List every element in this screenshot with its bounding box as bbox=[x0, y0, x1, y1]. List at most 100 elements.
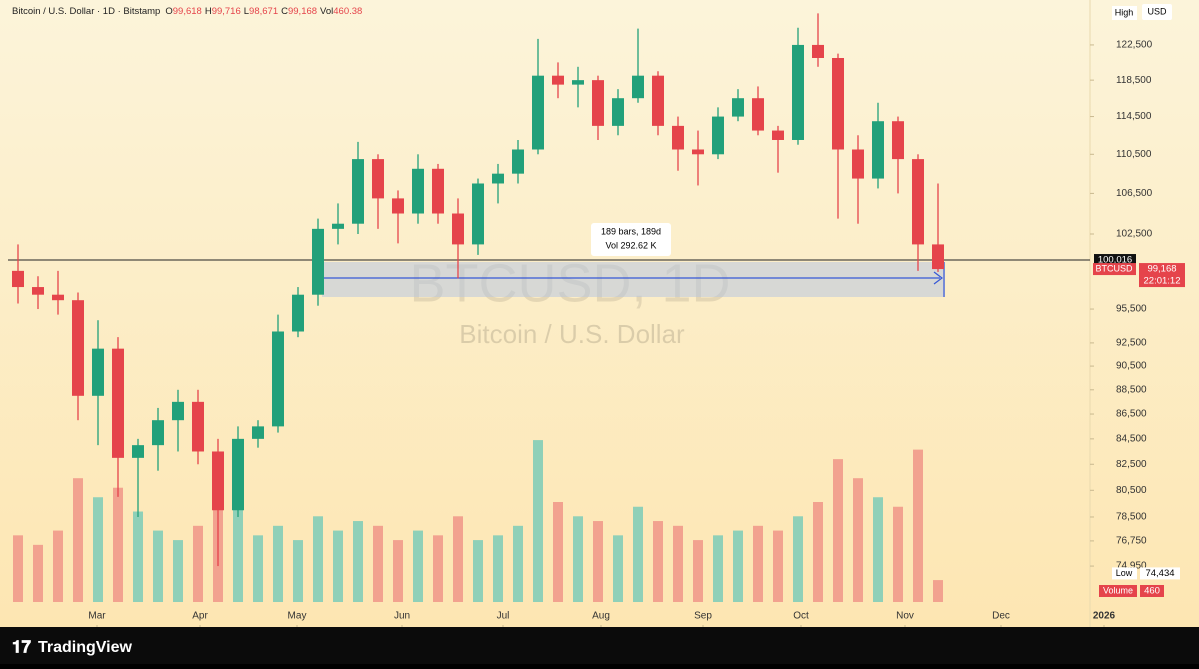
volume-bar bbox=[133, 511, 143, 602]
candle-body bbox=[252, 426, 264, 439]
candle-body bbox=[312, 228, 324, 295]
volume-bar bbox=[113, 487, 123, 602]
x-tick-label: Jun bbox=[394, 611, 410, 622]
volume-tag-box bbox=[1099, 585, 1137, 597]
candle-body bbox=[72, 300, 84, 396]
candle-body bbox=[212, 451, 224, 511]
candle-body bbox=[332, 223, 344, 229]
candle-body bbox=[732, 98, 744, 117]
last-price-tag bbox=[1139, 263, 1185, 288]
header-text: Bitcoin / U.S. Dollar · 1D · Bitstamp O99… bbox=[12, 6, 362, 17]
price-line-label: 100,016 bbox=[1098, 255, 1132, 266]
volume-bar bbox=[633, 506, 643, 602]
candle-body bbox=[812, 44, 824, 58]
header-part: 99,168 bbox=[288, 6, 317, 17]
candle-body bbox=[412, 168, 424, 214]
candle-body bbox=[592, 80, 604, 126]
volume-bar bbox=[193, 525, 203, 602]
candle-body bbox=[452, 213, 464, 245]
y-tick-label: 88,500 bbox=[1116, 384, 1147, 395]
header-part: 99,618 bbox=[173, 6, 202, 17]
x-tick-label: Oct bbox=[793, 611, 809, 622]
volume-bar bbox=[173, 540, 183, 602]
low-tag: Low bbox=[1116, 568, 1133, 578]
candle-body bbox=[612, 98, 624, 126]
header-part: H bbox=[205, 6, 212, 17]
y-tick-label: 110,500 bbox=[1116, 149, 1152, 160]
header-part: Bitcoin / U.S. Dollar · 1D · Bitstamp bbox=[12, 6, 160, 17]
volume-value: 460 bbox=[1144, 586, 1160, 597]
volume-bar bbox=[733, 530, 743, 602]
candle-body bbox=[572, 80, 584, 85]
candle-body bbox=[372, 159, 384, 199]
y-tick-label: 95,500 bbox=[1116, 304, 1147, 315]
volume-bar bbox=[753, 525, 763, 602]
candle-body bbox=[12, 270, 24, 288]
header-part: 99,716 bbox=[212, 6, 241, 17]
candle-body bbox=[652, 75, 664, 126]
volume-tag: Volume bbox=[1103, 585, 1133, 595]
volume-bar bbox=[513, 525, 523, 602]
volume-bar bbox=[553, 502, 563, 602]
volume-bar bbox=[273, 525, 283, 602]
y-tick-label: 82,500 bbox=[1116, 459, 1147, 470]
x-tick-label: Mar bbox=[88, 611, 106, 622]
volume-bar bbox=[413, 530, 423, 602]
volume-bar bbox=[313, 516, 323, 602]
volume-bar bbox=[13, 535, 23, 602]
x-tick-label: Aug bbox=[592, 611, 610, 622]
watermark: Bitcoin / U.S. Dollar bbox=[459, 319, 685, 349]
symbol-label: BTCUSD bbox=[1095, 263, 1133, 273]
volume-value-box bbox=[1140, 585, 1164, 597]
candle-body bbox=[32, 287, 44, 295]
candle-body bbox=[392, 198, 404, 214]
header-part: O bbox=[165, 6, 172, 17]
low-value: 74,434 bbox=[1145, 568, 1174, 579]
candle-body bbox=[712, 116, 724, 155]
candle-body bbox=[472, 183, 484, 245]
candle-body bbox=[352, 159, 364, 224]
y-tick-label: 106,500 bbox=[1116, 188, 1153, 199]
y-tick-label: 74,950 bbox=[1116, 561, 1147, 572]
candle-body bbox=[852, 149, 864, 179]
volume-bar bbox=[293, 540, 303, 602]
volume-bar bbox=[493, 535, 503, 602]
volume-bar bbox=[873, 497, 883, 602]
candle-body bbox=[92, 348, 104, 396]
y-tick-label: 102,500 bbox=[1116, 229, 1153, 240]
candle-body bbox=[272, 331, 284, 427]
x-tick-label: Jul bbox=[497, 611, 510, 622]
candle-body bbox=[692, 149, 704, 155]
header-part: L bbox=[244, 6, 249, 17]
volume-bar bbox=[53, 530, 63, 602]
volume-bar bbox=[693, 540, 703, 602]
candle-body bbox=[672, 125, 684, 150]
volume-bar bbox=[813, 502, 823, 602]
x-tick-label: Apr bbox=[192, 611, 208, 622]
y-tick-label: 80,500 bbox=[1116, 485, 1147, 496]
x-tick-label: 2026 bbox=[1093, 611, 1116, 622]
candle-body bbox=[192, 401, 204, 452]
x-tick-label: Dec bbox=[992, 611, 1010, 622]
candle-body bbox=[912, 159, 924, 245]
low-tag-box bbox=[1112, 567, 1137, 580]
candle-body bbox=[872, 121, 884, 179]
y-tick-label: 84,500 bbox=[1116, 433, 1147, 444]
currency[interactable]: USD bbox=[1147, 6, 1167, 16]
candle-body bbox=[172, 401, 184, 421]
candle-body bbox=[432, 168, 444, 214]
candle-body bbox=[532, 75, 544, 150]
volume-bar bbox=[713, 535, 723, 602]
candle-body bbox=[792, 44, 804, 140]
header-part: 460.38 bbox=[333, 6, 362, 17]
currency-box[interactable] bbox=[1142, 4, 1172, 20]
volume-bar bbox=[773, 530, 783, 602]
x-tick-label: Sep bbox=[694, 611, 712, 622]
volume-bar bbox=[533, 440, 543, 602]
volume-bar bbox=[833, 459, 843, 602]
volume-bar bbox=[353, 521, 363, 602]
y-tick-label: 92,500 bbox=[1116, 338, 1147, 349]
volume-bar bbox=[233, 506, 243, 602]
high-tag-box bbox=[1112, 6, 1137, 20]
